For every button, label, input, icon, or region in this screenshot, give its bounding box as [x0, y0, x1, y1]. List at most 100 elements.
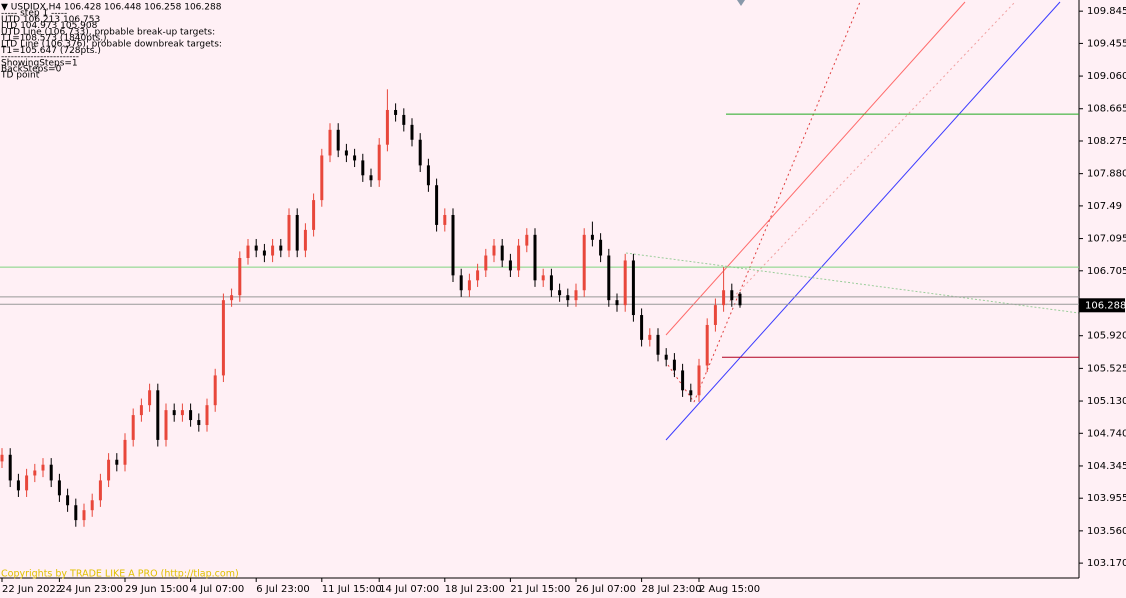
last-price-box [1079, 298, 1125, 313]
candle-body [640, 315, 644, 340]
x-tick-label: 14 Jul 07:00 [379, 584, 439, 595]
candle-body [16, 480, 20, 491]
trend-line [625, 252, 1080, 314]
candle-body [131, 415, 135, 440]
candle-body [459, 275, 463, 291]
shift-marker [737, 0, 745, 6]
candle-body [246, 245, 250, 258]
candle-body [49, 464, 53, 481]
info-line: LTD 104.973 105.908 [1, 21, 98, 31]
candle-body [648, 334, 652, 340]
candle-body [385, 109, 389, 145]
candles [0, 89, 742, 527]
candle-body [730, 290, 734, 301]
info-line: TD point [0, 71, 40, 81]
info-line: UTD Line (106.733), probable break-up ta… [1, 27, 215, 37]
x-tick-label: 21 Jul 15:00 [510, 584, 570, 595]
x-tick-label: 22 Jun 2022 [2, 584, 62, 595]
x-tick-label: 29 Jun 15:00 [125, 584, 189, 595]
candle-body [476, 270, 480, 281]
x-tick-label: 4 Jul 07:00 [191, 584, 245, 595]
y-tick-label: 104.345 [1087, 461, 1126, 472]
y-tick-label: 109.845 [1087, 6, 1126, 17]
candle-body [377, 144, 381, 181]
y-tick-label: 107.49 [1087, 201, 1122, 212]
candle-body [467, 280, 471, 291]
copyright: Copyrights by TRADE LIKE A PRO (http://t… [1, 569, 239, 580]
y-tick-label: 109.060 [1087, 71, 1126, 82]
y-tick-label: 105.525 [1087, 363, 1126, 374]
trend-lines [625, 1, 1080, 441]
y-tick-label: 105.920 [1087, 331, 1126, 342]
candle-body [230, 295, 234, 301]
candle-body [361, 160, 365, 176]
candle-body [623, 260, 627, 306]
x-tick-label: 24 Jun 23:00 [59, 584, 123, 595]
candle-body [574, 290, 578, 301]
candle-body [254, 245, 258, 251]
y-tick-label: 107.095 [1087, 234, 1126, 245]
candle-body [500, 245, 504, 261]
candle-body [631, 260, 635, 316]
candle-body [164, 410, 168, 440]
candle-body [664, 354, 668, 360]
info-line: UTD 106.213 106.753 [1, 15, 100, 25]
y-tick-label: 103.955 [1087, 493, 1126, 504]
candle-body [98, 480, 102, 501]
candle-body [312, 200, 316, 230]
candle-body [599, 239, 603, 256]
candle-body [410, 124, 414, 140]
candle-body [705, 324, 709, 366]
candle-body [722, 290, 726, 306]
info-line: LTD Line (106.376), probable downbreak t… [1, 40, 222, 50]
info-line: BackSteps=0 [1, 65, 62, 75]
candle-body [541, 275, 545, 281]
candle-body [394, 109, 398, 115]
candle-body [8, 454, 12, 481]
info-line: ----- step 1 ----- [1, 9, 67, 19]
candle-body [123, 439, 127, 465]
candle-body [221, 300, 225, 376]
candle-body [492, 245, 496, 256]
candle-body [615, 300, 619, 306]
candle-body [607, 255, 611, 301]
y-tick-label: 104.740 [1087, 428, 1126, 439]
trend-line [693, 1, 861, 403]
x-tick-label: 26 Jul 07:00 [576, 584, 636, 595]
candle-body [549, 275, 553, 291]
x-tick-label: 11 Jul 15:00 [322, 584, 382, 595]
candle-body [451, 214, 455, 276]
candle-body [107, 459, 111, 481]
last-price-label: 106.288 [1085, 300, 1126, 311]
candle-body [353, 155, 357, 161]
y-tick-label: 103.170 [1087, 558, 1126, 569]
candle-body [525, 234, 529, 246]
candle-body [582, 234, 586, 291]
y-tick-label: 103.560 [1087, 526, 1126, 537]
candle-body [558, 290, 562, 296]
y-tick-label: 106.705 [1087, 266, 1126, 277]
candle-body [369, 175, 373, 181]
candle-body [189, 410, 193, 421]
info-line: ▼ USDIDX,H4 106.428 106.448 106.258 106.… [1, 3, 222, 13]
candle-body [57, 480, 61, 496]
candle-body [115, 459, 119, 465]
candle-body [74, 505, 78, 521]
candle-body [238, 257, 242, 296]
info-line: ------------------------ [1, 52, 79, 62]
candle-body [435, 185, 439, 225]
candle-body [484, 255, 488, 271]
candle-body [279, 245, 283, 251]
candle-body [738, 293, 742, 306]
y-tick-label: 108.665 [1087, 104, 1126, 115]
info-line: T1=105.647 (728pts.) [0, 46, 101, 56]
candle-body [172, 410, 176, 416]
candle-body [271, 245, 275, 256]
info-line: T1=108.573 (1840pts.) [0, 34, 107, 44]
candle-body [41, 464, 45, 471]
candle-body [197, 420, 201, 426]
y-tick-label: 109.455 [1087, 38, 1126, 49]
candle-body [320, 155, 324, 201]
